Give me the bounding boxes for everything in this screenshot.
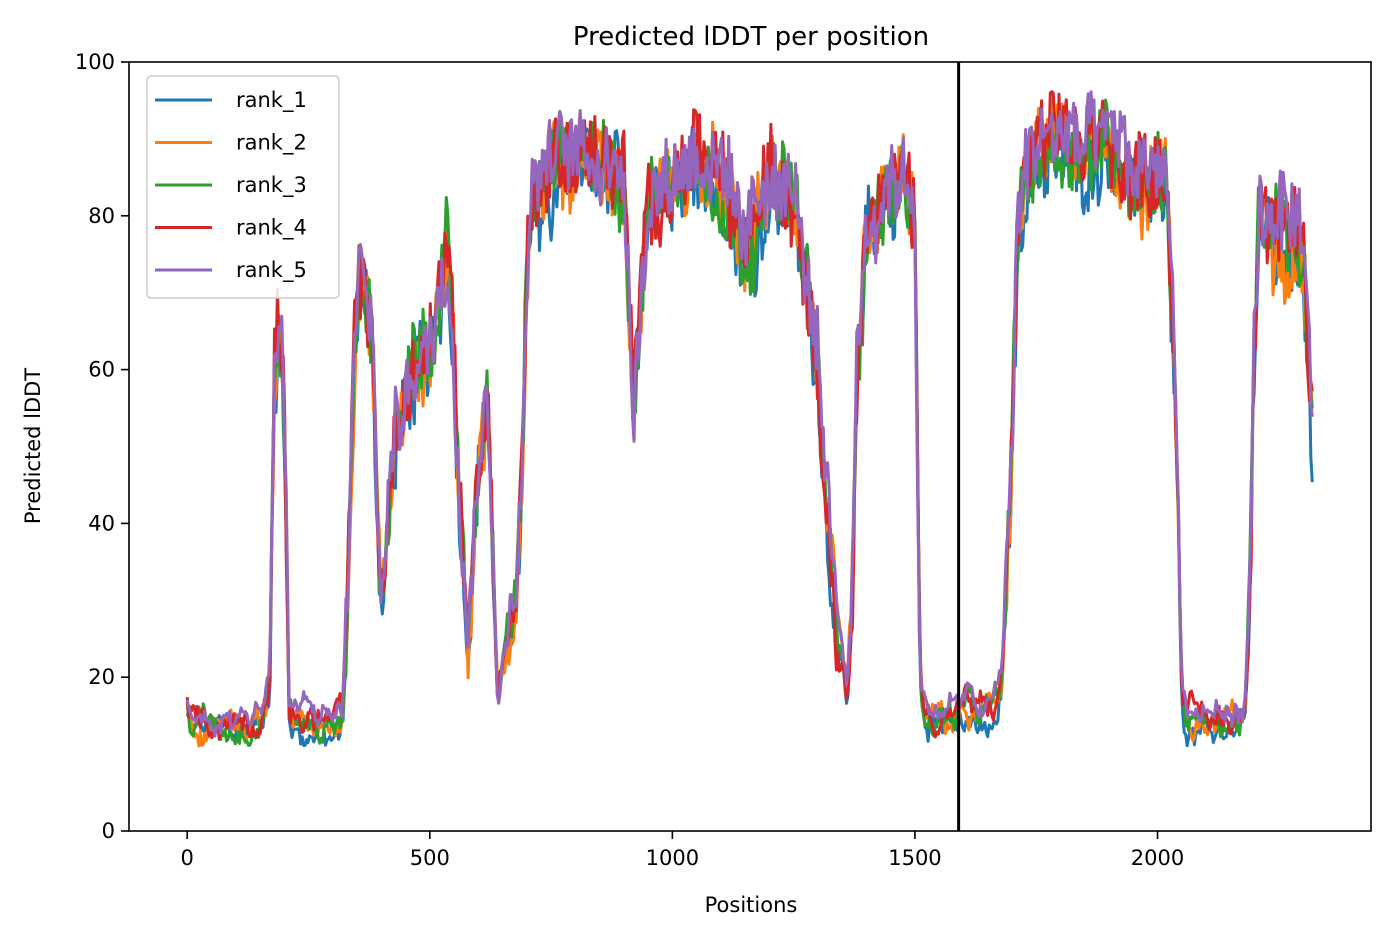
y-tick-label: 60 — [88, 358, 115, 382]
series-line-rank_5 — [185, 90, 1314, 738]
plot-frame — [128, 61, 1372, 832]
y-axis: 0 20 40 60 80 100 — [75, 50, 129, 843]
series-line-rank_4 — [185, 90, 1314, 741]
legend-label-rank_2: rank_2 — [236, 131, 307, 156]
y-tick-label: 0 — [102, 819, 115, 843]
x-tick-label: 1500 — [888, 846, 941, 870]
legend-label-rank_4: rank_4 — [236, 216, 307, 241]
legend: rank_1 rank_2 rank_3 rank_4 rank_5 — [146, 75, 340, 299]
y-tick-label: 40 — [88, 511, 115, 535]
y-tick-label: 100 — [75, 50, 115, 74]
legend-label-rank_5: rank_5 — [236, 258, 307, 283]
x-tick-label: 500 — [410, 846, 450, 870]
x-tick-label: 0 — [181, 846, 194, 870]
legend-label-rank_1: rank_1 — [236, 88, 307, 113]
x-tick-label: 1000 — [646, 846, 699, 870]
x-axis-title: Positions — [705, 893, 798, 917]
x-axis: 0 500 1000 1500 2000 — [181, 831, 1184, 870]
x-tick-label: 2000 — [1131, 846, 1184, 870]
y-tick-label: 20 — [88, 665, 115, 689]
legend-label-rank_3: rank_3 — [236, 173, 307, 198]
chart-title: Predicted lDDT per position — [573, 22, 929, 52]
y-axis-title: Predicted lDDT — [21, 368, 45, 524]
legend-box — [146, 75, 340, 299]
y-tick-label: 80 — [88, 204, 115, 228]
series-layer — [185, 90, 1314, 748]
